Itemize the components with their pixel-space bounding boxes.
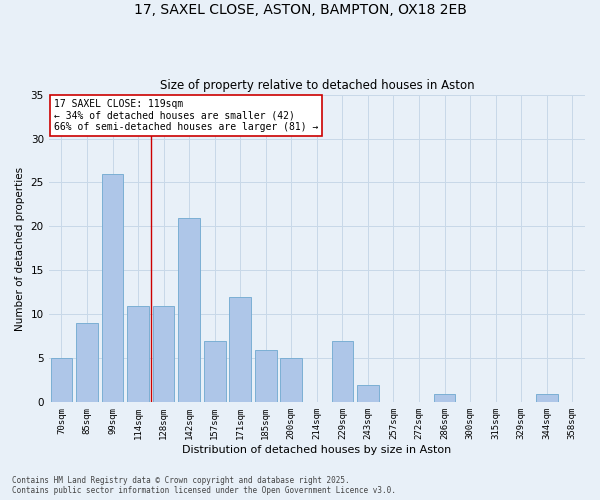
Bar (50, 358, 72, 403)
Y-axis label: Number of detached properties: Number of detached properties (15, 166, 25, 330)
Title: Size of property relative to detached houses in Aston: Size of property relative to detached ho… (160, 79, 474, 92)
Bar (229, 297, 251, 403)
Bar (204, 341, 226, 402)
Bar (332, 341, 353, 402)
Bar (434, 394, 455, 402)
Bar (357, 384, 379, 402)
Bar (153, 306, 175, 402)
Bar (101, 174, 124, 402)
Text: 17 SAXEL CLOSE: 119sqm
← 34% of detached houses are smaller (42)
66% of semi-det: 17 SAXEL CLOSE: 119sqm ← 34% of detached… (54, 99, 319, 132)
Bar (255, 350, 277, 403)
Bar (280, 358, 302, 403)
Text: 17, SAXEL CLOSE, ASTON, BAMPTON, OX18 2EB: 17, SAXEL CLOSE, ASTON, BAMPTON, OX18 2E… (134, 2, 466, 16)
X-axis label: Distribution of detached houses by size in Aston: Distribution of detached houses by size … (182, 445, 451, 455)
Bar (76, 323, 98, 402)
Bar (127, 306, 149, 402)
Text: Contains HM Land Registry data © Crown copyright and database right 2025.
Contai: Contains HM Land Registry data © Crown c… (12, 476, 396, 495)
Bar (178, 218, 200, 402)
Bar (536, 394, 557, 402)
